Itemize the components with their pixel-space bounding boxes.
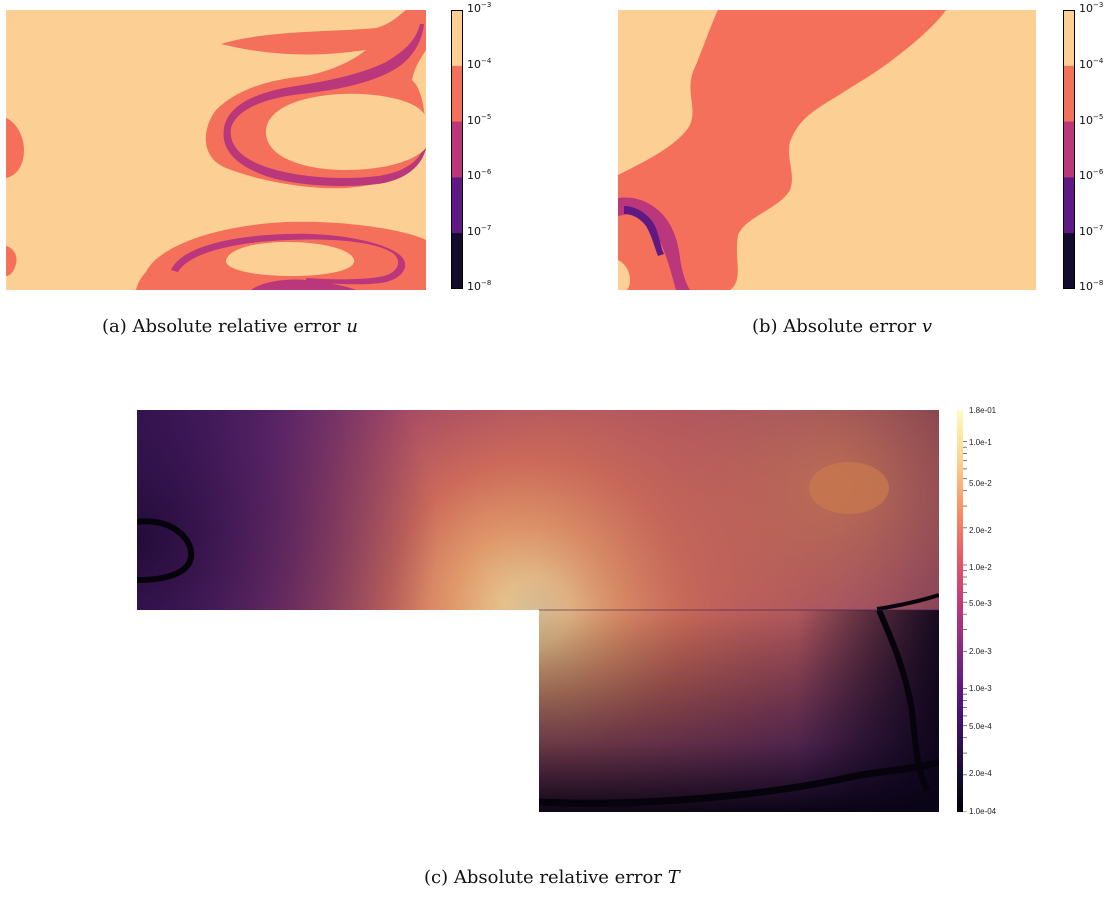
colorbar-segment <box>451 121 463 178</box>
colorbar-c-tick-2: 5.0e-2 <box>969 479 992 488</box>
colorbar-c-tick-1: 1.0e-1 <box>969 438 992 447</box>
colorbar-segment <box>1063 233 1075 289</box>
colorbar-b-tick-3: 10−6 <box>1079 168 1104 182</box>
plot-c-right-edge <box>797 610 939 812</box>
plot-a-bottom-strip <box>251 279 356 290</box>
colorbar-segment <box>1063 65 1075 123</box>
colorbar-b <box>1063 10 1075 289</box>
plot-c-interface-contour <box>876 593 939 611</box>
plot-a-upper-thin-band <box>223 24 426 186</box>
colorbar-c-tick-9: 2.0e-4 <box>969 769 992 778</box>
plot-b-purple-blob <box>618 197 690 290</box>
colorbar-segment <box>1063 121 1075 178</box>
plot-b-orange-edge <box>618 222 662 290</box>
colorbar-c-tick-7: 1.0e-3 <box>969 684 992 693</box>
plot-c-left-contour <box>137 518 195 583</box>
colorbar-b-tick-2: 10−5 <box>1079 113 1104 127</box>
colorbar-a-tick-0: 10−3 <box>467 1 492 15</box>
colorbar-c <box>957 410 967 812</box>
colorbar-a-tick-4: 10−7 <box>467 224 492 238</box>
plot-a-lower-thin-band <box>171 233 406 285</box>
caption-a: (a) Absolute relative error u <box>102 316 358 337</box>
colorbar-segment <box>451 10 463 67</box>
colorbar-segment <box>451 177 463 234</box>
plot-a-lower-hole <box>225 242 355 276</box>
caption-b: (b) Absolute error v <box>752 316 933 337</box>
colorbar-c-tick-8: 5.0e-4 <box>969 722 992 731</box>
colorbar-a-tick-5: 10−8 <box>467 279 492 293</box>
colorbar-segment <box>451 233 463 289</box>
colorbar-b-tick-5: 10−8 <box>1079 279 1104 293</box>
colorbar-a <box>451 10 463 289</box>
caption-c: (c) Absolute relative error T <box>424 867 680 888</box>
colorbar-c-tick-4: 1.0e-2 <box>969 563 992 572</box>
colorbar-segment <box>1063 10 1075 67</box>
plot-c-bottom-contour <box>538 758 939 807</box>
plot-b-purple-inner <box>624 206 664 256</box>
colorbar-c-tick-5: 5.0e-3 <box>969 599 992 608</box>
plot-c-upper-right-spot <box>809 462 889 514</box>
colorbar-c-tick-6: 2.0e-3 <box>969 647 992 656</box>
colorbar-segment <box>451 65 463 123</box>
colorbar-a-tick-3: 10−6 <box>467 168 492 182</box>
plot-a-left-blob-2 <box>6 246 17 276</box>
colorbar-c-tick-3: 2.0e-2 <box>969 526 992 535</box>
colorbar-b-tick-4: 10−7 <box>1079 224 1104 238</box>
colorbar-b-tick-1: 10−4 <box>1079 57 1104 71</box>
plot-b-corner-light <box>618 260 630 290</box>
colorbar-a-tick-2: 10−5 <box>467 113 492 127</box>
plot-a <box>6 10 426 290</box>
plot-a-upper-hole <box>265 93 426 170</box>
colorbar-c-tick-0: 1.8e-01 <box>969 406 997 415</box>
plot-c <box>137 410 939 812</box>
plot-b-diagonal-band <box>618 10 946 290</box>
plot-a-left-blob <box>6 118 24 178</box>
plot-b <box>618 10 1036 290</box>
colorbar-b-tick-0: 10−3 <box>1079 1 1104 15</box>
colorbar-c-tick-10: 1.0e-04 <box>969 807 997 816</box>
colorbar-segment <box>1063 177 1075 234</box>
colorbar-a-tick-1: 10−4 <box>467 57 492 71</box>
